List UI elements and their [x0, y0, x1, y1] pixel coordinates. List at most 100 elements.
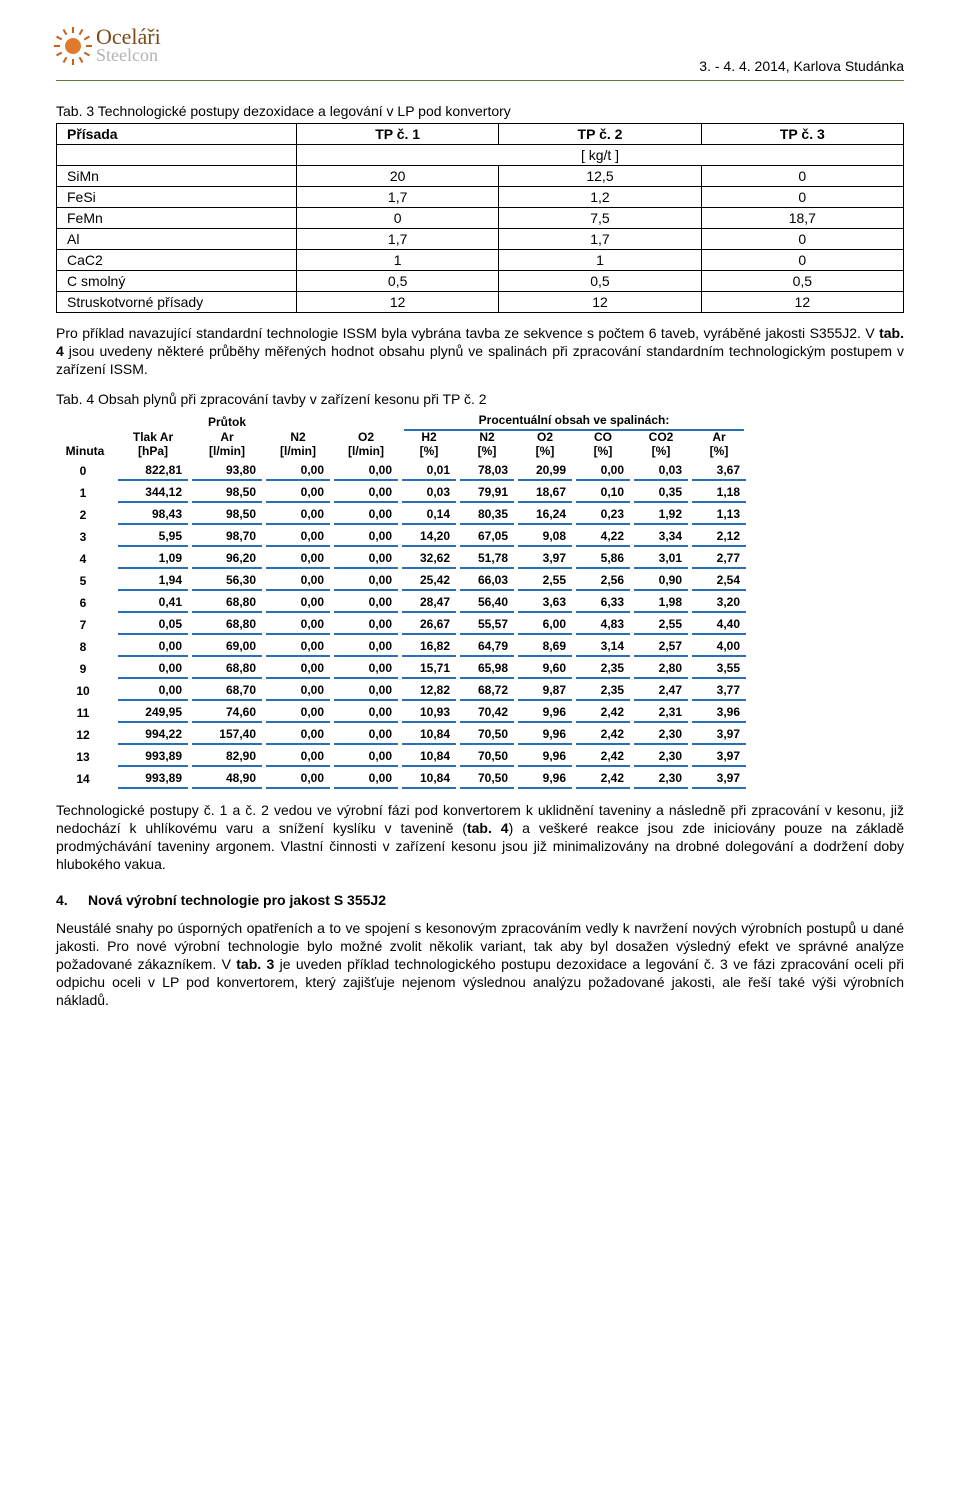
row-name-cell: Struskotvorné přísady	[57, 292, 297, 313]
p2-bold: tab. 4	[467, 820, 509, 836]
gas-row: 100,0068,700,000,0012,8268,729,872,352,4…	[56, 680, 904, 702]
gas-value-cell: 9,96	[518, 703, 572, 723]
gas-value-cell: 993,89	[118, 747, 188, 767]
gas-value-cell: 79,91	[460, 483, 514, 503]
gas-value-cell: 0,00	[266, 593, 330, 613]
p3-bold: tab. 3	[236, 956, 274, 972]
gas-value-cell: 2,42	[576, 703, 630, 723]
gas-row: 60,4168,800,000,0028,4756,403,636,331,98…	[56, 592, 904, 614]
row-name-cell: FeMn	[57, 208, 297, 229]
gas-value-cell: 32,62	[402, 549, 456, 569]
table-header-row: Přísada TP č. 1 TP č. 2 TP č. 3	[57, 124, 904, 145]
gas-value-cell: 1,92	[634, 505, 688, 525]
gas-value-cell: 0,00	[334, 615, 398, 635]
value-cell: 0	[701, 166, 903, 187]
gas-value-cell: 64,79	[460, 637, 514, 657]
value-cell: 12	[297, 292, 499, 313]
value-cell: 0	[701, 250, 903, 271]
gas-value-cell: 2,80	[634, 659, 688, 679]
gas-value-cell: 0,00	[334, 593, 398, 613]
gas-value-cell: 67,05	[460, 527, 514, 547]
gas-value-cell: 9,60	[518, 659, 572, 679]
gas-row: 70,0568,800,000,0026,6755,576,004,832,55…	[56, 614, 904, 636]
gas-group-row: Průtok Procentuální obsah ve spalinách:	[56, 413, 904, 431]
gas-minute-cell: 10	[56, 682, 114, 700]
gas-value-cell: 56,30	[192, 571, 262, 591]
value-cell: 12,5	[499, 166, 701, 187]
table-row: C smolný0,50,50,5	[57, 271, 904, 292]
value-cell: 20	[297, 166, 499, 187]
table-row: FeSi1,71,20	[57, 187, 904, 208]
gas-value-cell: 1,13	[692, 505, 746, 525]
gas-value-cell: 1,94	[118, 571, 188, 591]
gas-value-cell: 93,80	[192, 461, 262, 481]
gas-value-cell: 2,54	[692, 571, 746, 591]
gas-value-cell: 3,20	[692, 593, 746, 613]
value-cell: 1,2	[499, 187, 701, 208]
table-row: CaC2110	[57, 250, 904, 271]
gas-value-cell: 0,00	[334, 461, 398, 481]
gas-value-cell: 0,00	[266, 483, 330, 503]
tab3-title: Tab. 3 Technologické postupy dezoxidace …	[56, 103, 904, 119]
gas-header-cell: CO[%]	[576, 431, 630, 459]
gas-value-cell: 68,70	[192, 681, 262, 701]
gas-value-cell: 9,87	[518, 681, 572, 701]
gas-minute-cell: 9	[56, 660, 114, 678]
gas-value-cell: 0,00	[334, 659, 398, 679]
gas-value-cell: 9,96	[518, 725, 572, 745]
gas-header-row: MinutaTlak Ar[hPa]Ar[l/min]N2[l/min]O2[l…	[56, 431, 904, 459]
gas-value-cell: 0,00	[266, 681, 330, 701]
gas-value-cell: 0,23	[576, 505, 630, 525]
p1-post: jsou uvedeny některé průběhy měřených ho…	[56, 343, 904, 377]
gas-value-cell: 56,40	[460, 593, 514, 613]
gas-value-cell: 0,00	[266, 571, 330, 591]
gas-value-cell: 249,95	[118, 703, 188, 723]
section4-num: 4.	[56, 892, 88, 908]
gas-value-cell: 0,00	[118, 681, 188, 701]
gas-header-cell: N2[%]	[460, 431, 514, 459]
table-row: FeMn07,518,7	[57, 208, 904, 229]
table-row: Al1,71,70	[57, 229, 904, 250]
gas-value-cell: 96,20	[192, 549, 262, 569]
gas-minute-cell: 3	[56, 528, 114, 546]
gas-value-cell: 0,00	[266, 615, 330, 635]
gas-value-cell: 70,50	[460, 747, 514, 767]
gas-value-cell: 4,40	[692, 615, 746, 635]
section4-title: Nová výrobní technologie pro jakost S 35…	[88, 892, 386, 908]
gas-header-cell: Ar[%]	[692, 431, 746, 459]
gas-value-cell: 10,93	[402, 703, 456, 723]
gas-value-cell: 68,72	[460, 681, 514, 701]
gas-value-cell: 9,96	[518, 747, 572, 767]
table-row: Struskotvorné přísady121212	[57, 292, 904, 313]
gas-value-cell: 2,35	[576, 681, 630, 701]
value-cell: 0,5	[297, 271, 499, 292]
tab4-title: Tab. 4 Obsah plynů při zpracování tavby …	[56, 391, 904, 407]
gas-value-cell: 3,97	[518, 549, 572, 569]
gas-minute-cell: 12	[56, 726, 114, 744]
unit-cell: [ kg/t ]	[297, 145, 904, 166]
gas-row: 51,9456,300,000,0025,4266,032,552,560,90…	[56, 570, 904, 592]
value-cell: 0,5	[499, 271, 701, 292]
gas-value-cell: 0,00	[334, 747, 398, 767]
logo-block: Oceláři Steelcon	[56, 28, 161, 64]
gas-value-cell: 0,00	[266, 703, 330, 723]
gas-minute-cell: 2	[56, 506, 114, 524]
gas-value-cell: 2,12	[692, 527, 746, 547]
gas-value-cell: 2,55	[634, 615, 688, 635]
gas-value-cell: 1,09	[118, 549, 188, 569]
gas-header-cell: Ar[l/min]	[192, 431, 262, 459]
gas-value-cell: 26,67	[402, 615, 456, 635]
gas-value-cell: 78,03	[460, 461, 514, 481]
gas-value-cell: 3,67	[692, 461, 746, 481]
gas-value-cell: 2,42	[576, 725, 630, 745]
gas-value-cell: 98,70	[192, 527, 262, 547]
gas-value-cell: 0,00	[334, 505, 398, 525]
gas-row: 80,0069,000,000,0016,8264,798,693,142,57…	[56, 636, 904, 658]
gas-value-cell: 69,00	[192, 637, 262, 657]
gas-value-cell: 2,55	[518, 571, 572, 591]
section4-heading: 4.Nová výrobní technologie pro jakost S …	[56, 892, 904, 908]
value-cell: 0	[297, 208, 499, 229]
gas-row: 35,9598,700,000,0014,2067,059,084,223,34…	[56, 526, 904, 548]
gas-value-cell: 3,34	[634, 527, 688, 547]
page-header: Oceláři Steelcon 3. - 4. 4. 2014, Karlov…	[56, 28, 904, 81]
